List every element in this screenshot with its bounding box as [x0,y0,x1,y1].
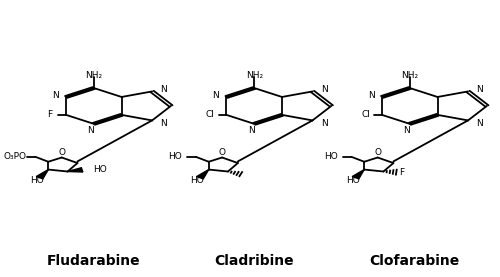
Text: N: N [404,126,410,135]
Text: HO: HO [30,176,44,186]
Text: N: N [160,85,167,94]
Text: N: N [476,119,483,128]
Text: N: N [368,91,375,100]
Text: Cl: Cl [206,110,214,119]
Polygon shape [196,170,208,179]
Text: O: O [374,148,381,157]
Text: NH₂: NH₂ [401,71,418,80]
Polygon shape [36,170,48,179]
Text: N: N [52,91,59,100]
Polygon shape [68,168,83,172]
Text: O: O [218,148,226,157]
Text: HO: HO [346,176,360,186]
Text: N: N [212,91,220,100]
Text: O: O [58,148,65,157]
Text: HO: HO [92,165,106,175]
Text: Cladribine: Cladribine [214,254,294,268]
Text: O₃PO: O₃PO [4,152,26,161]
Text: N: N [476,85,483,94]
Text: N: N [321,119,328,128]
Text: N: N [321,85,328,94]
Text: F: F [47,110,52,119]
Text: F: F [400,168,404,177]
Text: Fludarabine: Fludarabine [47,254,140,268]
Text: HO: HO [190,176,204,186]
Text: NH₂: NH₂ [85,71,102,80]
Text: NH₂: NH₂ [246,71,263,80]
Text: Clofarabine: Clofarabine [370,254,460,268]
Polygon shape [352,170,364,179]
Text: Cl: Cl [361,110,370,119]
Text: HO: HO [324,152,338,161]
Text: N: N [88,126,94,135]
Text: N: N [160,119,167,128]
Text: N: N [248,126,254,135]
Text: HO: HO [168,152,182,161]
